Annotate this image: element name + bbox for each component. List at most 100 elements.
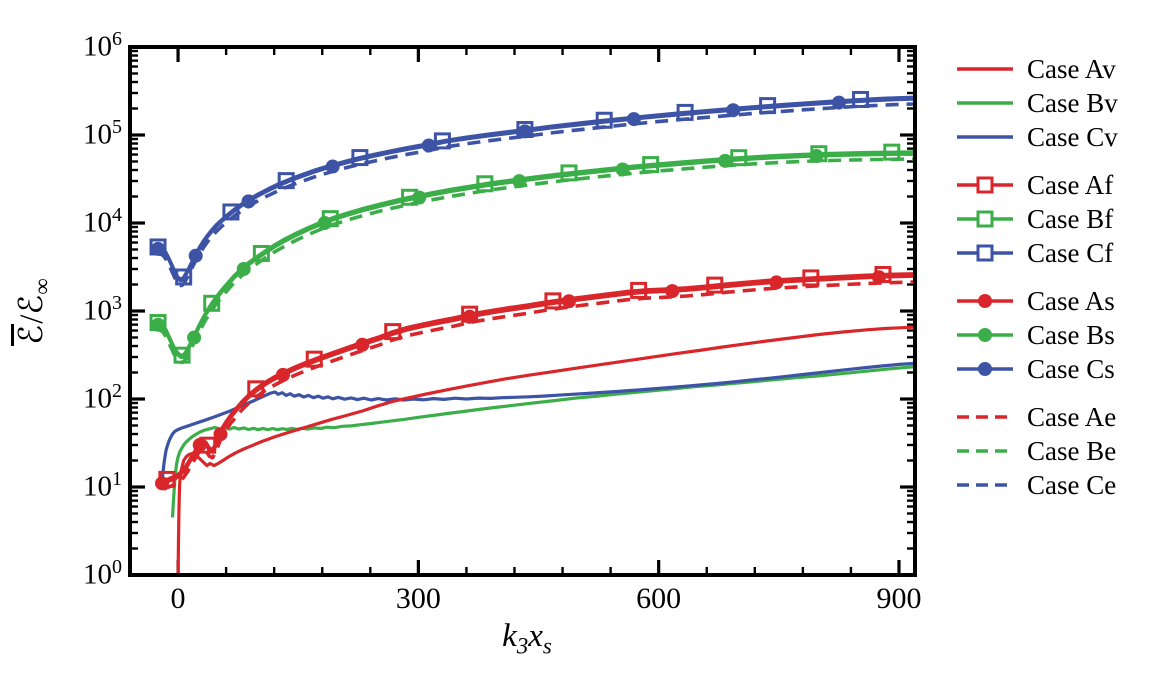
marker-square	[252, 244, 270, 262]
marker-square	[595, 111, 613, 129]
marker-square	[883, 143, 901, 161]
marker-circle	[718, 153, 733, 168]
legend-item-case-ae: Case Ae	[956, 400, 1118, 434]
marker-square	[544, 292, 562, 310]
legend-item-case-ce: Case Ce	[956, 468, 1118, 502]
marker-square	[351, 149, 369, 167]
series-case-as	[162, 274, 914, 485]
series-case-bf	[156, 150, 914, 357]
legend-label: Case Cv	[1027, 121, 1118, 152]
marker-circle	[151, 241, 166, 256]
legend-label: Case Ae	[1027, 401, 1117, 432]
xlabel-var2: x	[528, 618, 543, 654]
legend-item-case-cs: Case Cs	[956, 352, 1118, 386]
legend-swatch	[957, 449, 1013, 453]
marker-square	[476, 175, 494, 193]
marker-circle	[615, 162, 630, 177]
marker-circle	[831, 95, 846, 110]
legend-swatch	[957, 101, 1013, 105]
marker-square	[384, 323, 402, 341]
series-markers	[149, 90, 901, 491]
marker-square	[706, 276, 724, 294]
marker-circle	[512, 174, 527, 189]
marker-circle	[213, 427, 228, 442]
marker-circle	[462, 309, 477, 324]
marker-square	[676, 103, 694, 121]
y-tick-label: 102	[83, 379, 122, 415]
x-axis-label: k3xs	[432, 618, 622, 660]
legend-item-case-cv: Case Cv	[956, 120, 1118, 154]
y-tick-label: 100	[83, 555, 122, 591]
series-case-cv	[159, 361, 914, 490]
x-tick-label: 300	[395, 582, 441, 615]
marker-circle	[726, 103, 741, 118]
marker-circle	[355, 337, 370, 352]
marker-square	[203, 294, 221, 312]
marker-circle	[769, 275, 784, 290]
series-case-av	[176, 325, 914, 576]
legend: Case Av Case Bv Case Cv Case Af Case Bf Case …	[956, 52, 1118, 516]
series-curves	[156, 95, 914, 576]
marker-circle	[561, 294, 576, 309]
marker-square	[630, 281, 648, 299]
marker-square	[852, 90, 870, 108]
x-tick-label: 600	[636, 582, 682, 615]
legend-swatch	[957, 135, 1013, 139]
legend-swatch	[957, 362, 1013, 376]
legend-group: Case As Case Bs Case Cs	[956, 284, 1118, 386]
marker-square	[560, 164, 578, 182]
series-case-cs	[156, 97, 914, 283]
x-tick-label: 900	[876, 582, 922, 615]
marker-circle	[155, 476, 170, 491]
marker-square	[642, 156, 660, 174]
legend-item-case-cf: Case Cf	[956, 236, 1118, 270]
y-tick-label: 101	[83, 467, 122, 503]
legend-swatch	[957, 67, 1013, 71]
marker-circle	[412, 190, 427, 205]
marker-square	[222, 203, 240, 221]
marker-square	[247, 380, 265, 398]
marker-square	[759, 97, 777, 115]
legend-item-case-bf: Case Bf	[956, 202, 1118, 236]
xlabel-sub1: 3	[516, 633, 529, 659]
marker-circle	[275, 367, 290, 382]
xlabel-sub2: s	[542, 633, 552, 659]
legend-label: Case Cf	[1027, 237, 1114, 268]
ylabel-subscript: ∞	[29, 278, 55, 295]
legend-group: Case Af Case Bf Case Cf	[956, 168, 1118, 270]
marker-circle	[187, 330, 202, 345]
legend-label: Case Cs	[1027, 353, 1115, 384]
marker-circle	[151, 317, 166, 332]
marker-square	[173, 346, 191, 364]
legend-swatch	[957, 176, 1013, 194]
legend-label: Case As	[1027, 285, 1115, 316]
series-case-bs	[156, 152, 914, 360]
legend-item-case-av: Case Av	[956, 52, 1118, 86]
marker-square	[305, 350, 323, 368]
legend-swatch	[957, 244, 1013, 262]
legend-group: Case Av Case Bv Case Cv	[956, 52, 1118, 154]
marker-circle	[665, 284, 680, 299]
y-tick-label: 104	[83, 203, 122, 239]
legend-item-case-bv: Case Bv	[956, 86, 1118, 120]
marker-circle	[241, 194, 256, 209]
legend-item-case-bs: Case Bs	[956, 318, 1118, 352]
marker-square	[175, 268, 193, 286]
marker-square	[277, 172, 295, 190]
series-case-ae	[162, 280, 914, 491]
legend-swatch	[957, 294, 1013, 308]
legend-swatch	[957, 210, 1013, 228]
legend-label: Case Av	[1027, 53, 1116, 84]
legend-swatch	[957, 328, 1013, 342]
plot-border	[128, 45, 917, 577]
legend-label: Case Be	[1027, 435, 1117, 466]
marker-circle	[236, 262, 251, 277]
legend-item-case-af: Case Af	[956, 168, 1118, 202]
marker-circle	[871, 270, 886, 285]
marker-circle	[421, 138, 436, 153]
legend-group: Case Ae Case Be Case Ce	[956, 400, 1118, 502]
x-tick-label: 0	[170, 582, 186, 615]
legend-swatch	[957, 415, 1013, 419]
